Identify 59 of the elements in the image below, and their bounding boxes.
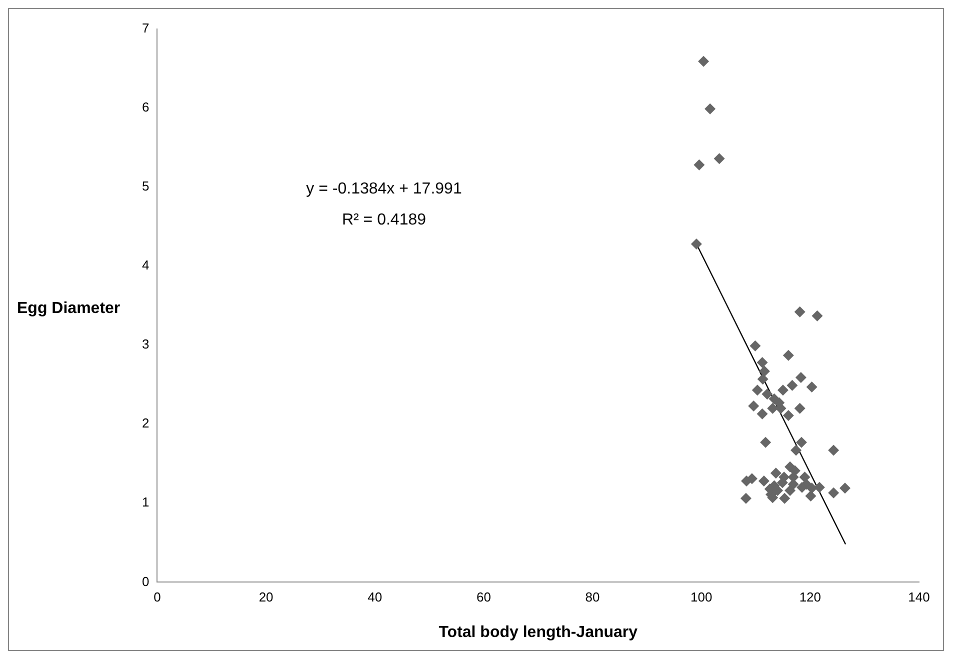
point [806,482,818,494]
y-tick-label: 1 [142,494,150,510]
y-tick-label: 5 [142,178,150,194]
point [777,384,788,396]
point [812,310,823,322]
point [760,436,772,448]
annotation: R² = 0.4189 [342,211,426,228]
y-tick-label: 2 [142,416,150,431]
point [752,384,763,396]
point [795,372,806,384]
point [786,380,798,391]
y-tick-label: 3 [142,336,150,352]
point [790,444,802,456]
y-tick-label: 0 [142,574,150,589]
point [794,402,806,414]
point [756,408,768,420]
point [770,468,782,479]
point [828,487,840,498]
point [762,388,773,400]
x-tick-label: 40 [368,590,382,605]
point [748,400,760,412]
point [767,402,778,414]
point [694,159,705,170]
point [799,472,810,483]
point [758,476,770,487]
x-tick-label: 60 [476,590,491,605]
point [784,485,796,496]
x-tick-label: 20 [258,590,274,605]
point [782,350,794,361]
y-tick-label: 4 [142,258,150,273]
point [796,436,807,448]
point [805,490,816,502]
y-axis-title: Egg Diameter [17,300,120,318]
point [690,238,702,250]
point [840,482,850,494]
x-tick-label: 100 [690,590,712,605]
point [750,340,761,352]
point [828,444,840,456]
y-tick-label: 6 [142,100,150,115]
point [756,357,768,368]
point [794,306,806,318]
point [757,374,768,385]
point [698,56,710,67]
point [814,482,825,493]
point [806,382,818,392]
x-axis-title: Total body length-January [438,624,638,641]
point [714,153,725,164]
point [704,103,716,114]
x-tick-label: 80 [585,590,600,605]
point [782,410,794,421]
point [758,366,770,377]
x-tick-label: 120 [799,590,822,605]
point [740,492,752,504]
annotation: y = -0.1384x + 17.991 [306,180,462,198]
x-tick-label: 140 [908,590,930,605]
point [772,485,784,496]
x-tick-label: 0 [154,590,161,605]
point [779,492,790,504]
y-tick-label: 7 [142,20,150,36]
